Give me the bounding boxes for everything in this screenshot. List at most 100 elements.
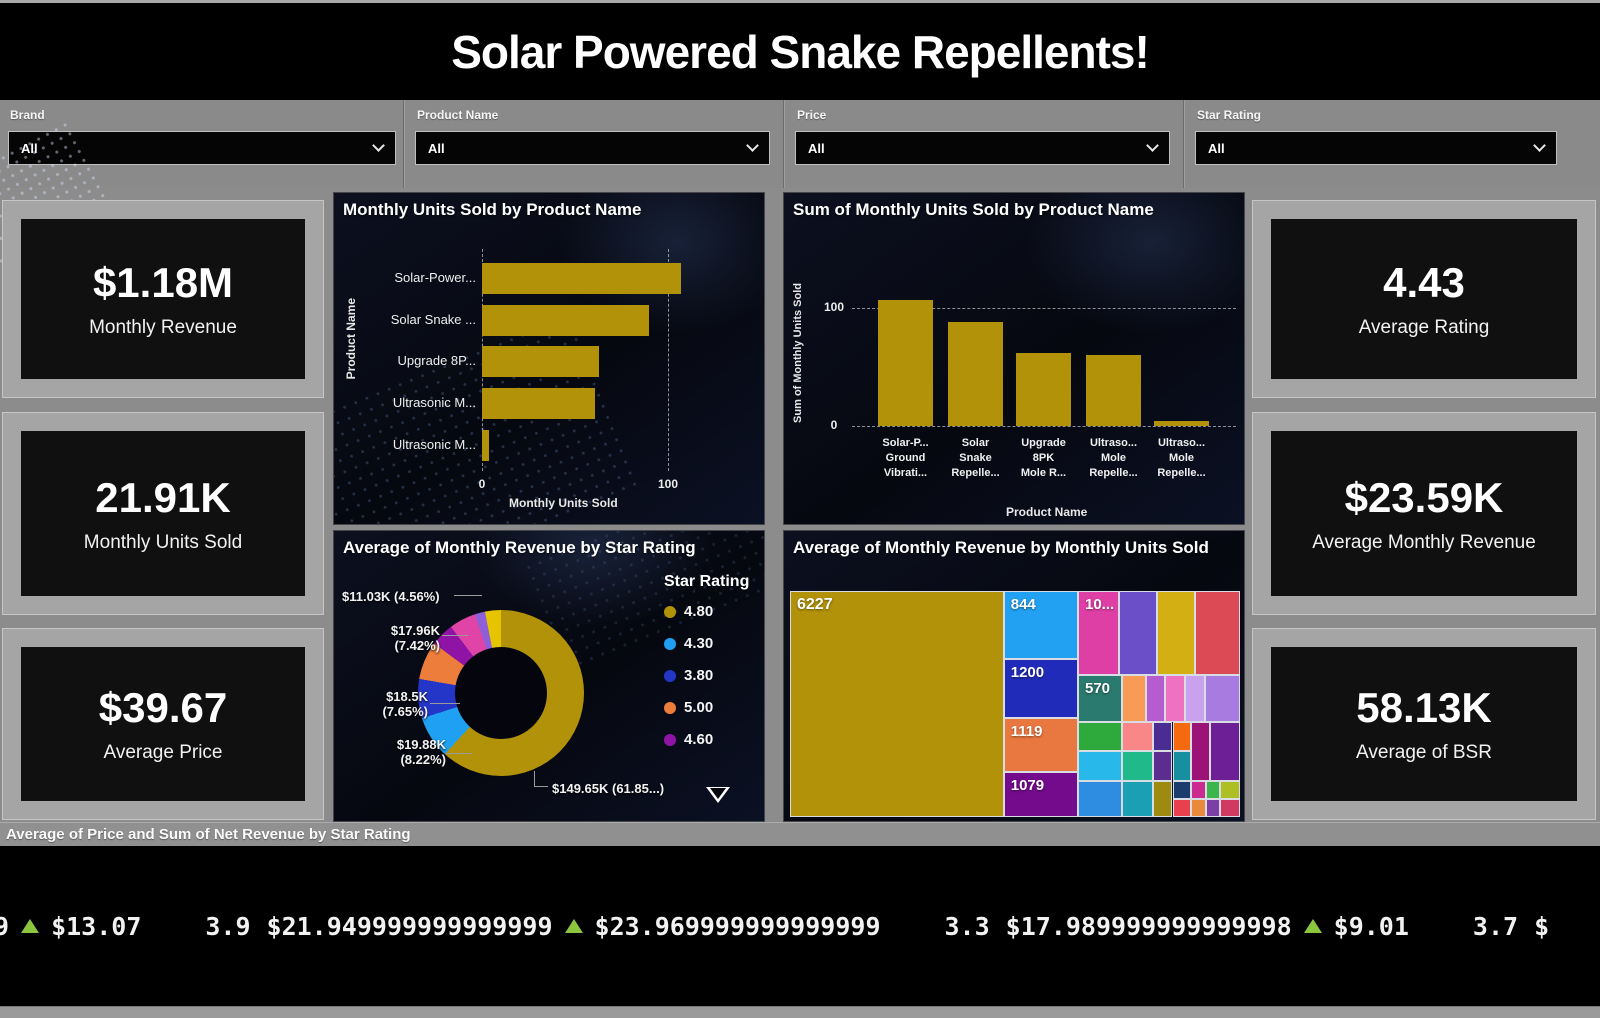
treemap-cell[interactable]	[1145, 674, 1166, 723]
treemap-cell[interactable]	[1205, 780, 1221, 799]
ticker-price: $	[1534, 911, 1550, 941]
ticker-segment: 3.7 $	[1473, 912, 1549, 941]
x-axis-label: Product Name	[1006, 505, 1088, 519]
legend-label: 4.30	[684, 635, 714, 652]
kpi-label: Average of BSR	[1356, 742, 1492, 763]
treemap-cell[interactable]	[1209, 722, 1240, 781]
treemap-cell[interactable]	[1078, 722, 1122, 752]
treemap-cell[interactable]: 1119	[1003, 717, 1078, 772]
filter-brand-dropdown[interactable]: All	[8, 131, 396, 165]
ticker-rating: 3.7	[1472, 911, 1519, 941]
filter-price-value: All	[808, 140, 825, 156]
treemap-cell[interactable]: 844	[1003, 591, 1078, 659]
donut-data-label: $17.96K (7.42%)	[390, 623, 440, 653]
treemap-cell[interactable]	[1078, 780, 1122, 817]
treemap-cell[interactable]	[1184, 674, 1206, 723]
filter-star-rating-dropdown[interactable]: All	[1195, 131, 1557, 165]
kpi-card-average-rating: 4.43 Average Rating	[1252, 200, 1596, 398]
treemap-cell[interactable]: 1079	[1003, 771, 1078, 817]
legend-label: 4.80	[684, 603, 714, 620]
filter-price-dropdown[interactable]: All	[795, 131, 1170, 165]
treemap-cell[interactable]	[1194, 591, 1240, 675]
chart-panel-units-by-product: Monthly Units Sold by Product Name Produ…	[333, 192, 765, 525]
ticker-title: Average of Price and Sum of Net Revenue …	[6, 826, 411, 843]
legend-item[interactable]: 5.00	[664, 699, 749, 716]
treemap-cell[interactable]: 10...	[1078, 591, 1119, 675]
treemap-cell[interactable]	[1121, 780, 1154, 817]
kpi-value: $23.59K	[1344, 473, 1504, 521]
ticker-price: $17.989999999999998	[1005, 911, 1292, 941]
legend-item[interactable]: 3.80	[664, 667, 749, 684]
treemap-cell[interactable]: 6227	[790, 591, 1004, 817]
filter-product-name-dropdown[interactable]: All	[415, 131, 770, 165]
bar[interactable]	[1016, 352, 1071, 426]
treemap-cell[interactable]	[1172, 722, 1191, 752]
legend-item[interactable]: 4.80	[664, 603, 749, 620]
treemap-cell[interactable]	[1172, 751, 1191, 781]
filter-product-name-label: Product Name	[417, 108, 499, 122]
category-label: Solar-P... Ground Vibrati...	[882, 437, 929, 479]
filter-price-label: Price	[797, 108, 827, 122]
treemap-cell[interactable]	[1220, 798, 1240, 817]
leader-line	[446, 753, 472, 754]
legend-label: 3.80	[684, 667, 714, 684]
legend-item[interactable]: 4.30	[664, 635, 749, 652]
y-tick-label: 100	[823, 300, 845, 314]
treemap-cell[interactable]: 570	[1078, 674, 1122, 723]
bar[interactable]	[482, 388, 596, 419]
category-label: Ultraso... Mole Repelle...	[1157, 437, 1206, 479]
treemap-cell[interactable]	[1156, 591, 1195, 675]
bar[interactable]	[482, 430, 490, 461]
legend-item[interactable]: 4.60	[664, 731, 749, 748]
ticker-segment: 3.3 $17.989999999999998 $9.01	[945, 912, 1409, 941]
ticker-segment: 3.9 $21.949999999999999 $23.96999999999999…	[205, 912, 880, 941]
kpi-value: 58.13K	[1356, 684, 1492, 731]
bar[interactable]	[1154, 421, 1209, 426]
kpi-card-average-monthly-revenue: $23.59K Average Monthly Revenue	[1252, 412, 1596, 615]
bar[interactable]	[482, 305, 650, 336]
leader-line	[534, 786, 548, 787]
treemap-cell[interactable]	[1205, 798, 1221, 817]
bar[interactable]	[1086, 355, 1141, 426]
bar[interactable]	[878, 299, 933, 426]
treemap-cell[interactable]	[1190, 780, 1206, 799]
filter-product-name-value: All	[428, 140, 445, 156]
kpi-label: Monthly Revenue	[89, 317, 237, 338]
treemap-cell[interactable]	[1121, 751, 1154, 781]
bar[interactable]	[948, 322, 1003, 426]
treemap-cell[interactable]	[1121, 674, 1146, 723]
chart-title: Monthly Units Sold by Product Name	[343, 200, 642, 219]
legend-title: Star Rating	[664, 573, 750, 590]
chart-panel-treemap: Average of Monthly Revenue by Monthly Un…	[783, 530, 1245, 822]
treemap-cell[interactable]	[1190, 798, 1206, 817]
filter-star-rating: Star Rating All	[1195, 106, 1557, 165]
treemap-cell[interactable]	[1165, 674, 1185, 723]
treemap-cell[interactable]	[1190, 722, 1210, 781]
bottom-strip	[0, 1006, 1600, 1018]
bar[interactable]	[482, 346, 600, 377]
treemap-cell[interactable]	[1172, 798, 1191, 817]
treemap-cell[interactable]	[1078, 751, 1122, 781]
chart-title: Sum of Monthly Units Sold by Product Nam…	[793, 200, 1154, 219]
treemap-cell[interactable]	[1172, 780, 1191, 799]
treemap-cell[interactable]	[1153, 722, 1173, 752]
treemap-cell[interactable]	[1153, 751, 1173, 781]
legend-color-dot	[664, 605, 676, 618]
ticker-net-revenue: $23.969999999999999	[594, 911, 881, 941]
leader-line	[430, 703, 460, 704]
kpi-card-monthly-units-sold: 21.91K Monthly Units Sold	[2, 412, 324, 615]
leader-line	[442, 635, 468, 636]
ticker-segment: 9 $13.07	[0, 912, 141, 941]
treemap-cell[interactable]: 1200	[1003, 658, 1078, 718]
treemap-cell[interactable]	[1118, 591, 1157, 675]
legend-color-dot	[664, 669, 676, 682]
bar[interactable]	[482, 263, 682, 294]
filter-bar: Brand All Product Name All Price All Sta…	[0, 100, 1600, 188]
legend-scroll-down-arrow[interactable]	[706, 787, 730, 815]
treemap-cell[interactable]	[1153, 780, 1173, 817]
treemap-cell[interactable]	[1205, 674, 1240, 723]
filter-brand-label: Brand	[10, 108, 45, 122]
treemap-cell[interactable]	[1121, 722, 1154, 752]
kpi-label: Average Rating	[1358, 317, 1490, 338]
treemap-cell[interactable]	[1220, 780, 1240, 799]
